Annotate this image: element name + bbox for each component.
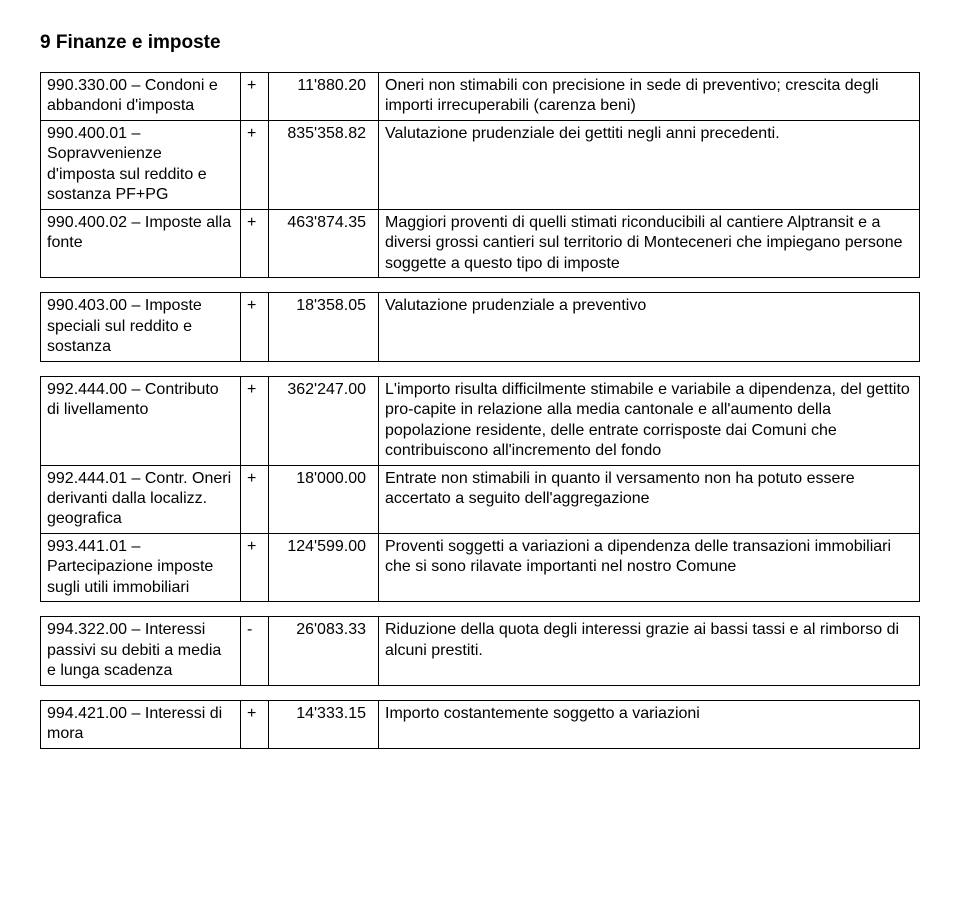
finance-table: 994.421.00 – Interessi di mora+14'333.15… [40,700,920,749]
row-sign: + [241,73,269,121]
table-row: 990.403.00 – Imposte speciali sul reddit… [41,293,920,361]
row-sign: - [241,617,269,685]
row-label: 994.322.00 – Interessi passivi su debiti… [41,617,241,685]
finance-tables: 990.330.00 – Condoni e abbandoni d'impos… [40,72,920,749]
table-row: 990.330.00 – Condoni e abbandoni d'impos… [41,73,920,121]
row-label: 990.403.00 – Imposte speciali sul reddit… [41,293,241,361]
row-label: 993.441.01 – Partecipazione imposte sugl… [41,533,241,601]
row-description: Maggiori proventi di quelli stimati rico… [379,209,920,277]
row-description: Valutazione prudenziale a preventivo [379,293,920,361]
row-description: Proventi soggetti a variazioni a dipende… [379,533,920,601]
table-row: 992.444.00 – Contributo di livellamento+… [41,376,920,465]
row-amount: 463'874.35 [269,209,379,277]
row-sign: + [241,209,269,277]
row-amount: 14'333.15 [269,700,379,748]
row-label: 990.400.02 – Imposte alla fonte [41,209,241,277]
table-row: 990.400.02 – Imposte alla fonte+463'874.… [41,209,920,277]
table-row: 993.441.01 – Partecipazione imposte sugl… [41,533,920,601]
table-row: 994.322.00 – Interessi passivi su debiti… [41,617,920,685]
row-amount: 362'247.00 [269,376,379,465]
row-amount: 26'083.33 [269,617,379,685]
finance-table: 990.330.00 – Condoni e abbandoni d'impos… [40,72,920,278]
row-amount: 18'000.00 [269,465,379,533]
row-sign: + [241,700,269,748]
row-amount: 124'599.00 [269,533,379,601]
row-label: 990.330.00 – Condoni e abbandoni d'impos… [41,73,241,121]
row-sign: + [241,376,269,465]
finance-table: 992.444.00 – Contributo di livellamento+… [40,376,920,603]
row-description: Riduzione della quota degli interessi gr… [379,617,920,685]
row-description: Entrate non stimabili in quanto il versa… [379,465,920,533]
row-description: Oneri non stimabili con precisione in se… [379,73,920,121]
finance-table: 994.322.00 – Interessi passivi su debiti… [40,616,920,685]
section-heading: 9 Finanze e imposte [40,32,920,54]
row-sign: + [241,533,269,601]
row-description: Importo costantemente soggetto a variazi… [379,700,920,748]
finance-table: 990.403.00 – Imposte speciali sul reddit… [40,292,920,361]
row-amount: 835'358.82 [269,120,379,209]
row-label: 992.444.00 – Contributo di livellamento [41,376,241,465]
row-label: 990.400.01 – Sopravvenienze d'imposta su… [41,120,241,209]
row-sign: + [241,120,269,209]
row-label: 992.444.01 – Contr. Oneri derivanti dall… [41,465,241,533]
row-amount: 18'358.05 [269,293,379,361]
row-description: L'importo risulta difficilmente stimabil… [379,376,920,465]
table-row: 994.421.00 – Interessi di mora+14'333.15… [41,700,920,748]
row-description: Valutazione prudenziale dei gettiti negl… [379,120,920,209]
row-sign: + [241,293,269,361]
table-row: 990.400.01 – Sopravvenienze d'imposta su… [41,120,920,209]
row-amount: 11'880.20 [269,73,379,121]
row-label: 994.421.00 – Interessi di mora [41,700,241,748]
table-row: 992.444.01 – Contr. Oneri derivanti dall… [41,465,920,533]
row-sign: + [241,465,269,533]
